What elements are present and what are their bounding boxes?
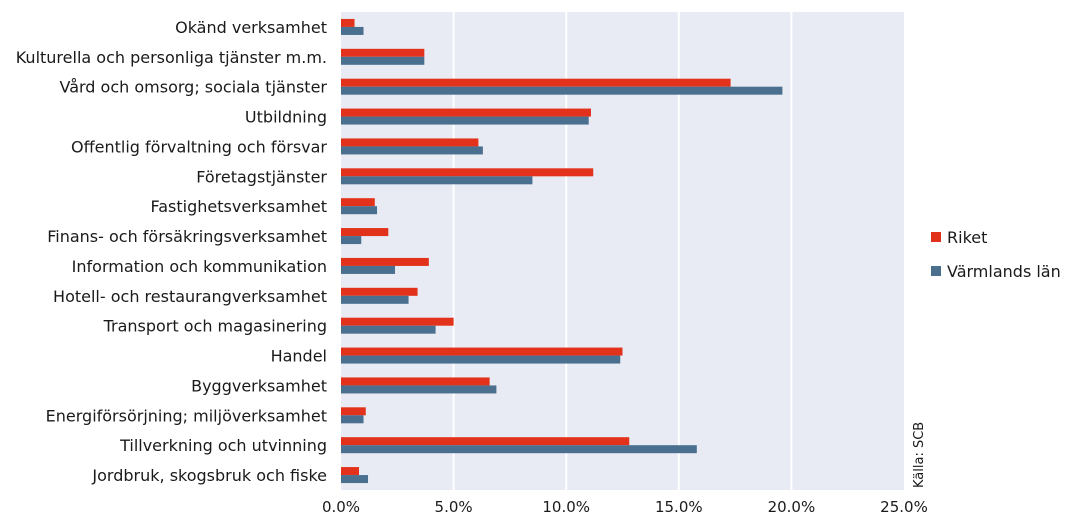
source-label: Källa: SCB — [912, 422, 927, 488]
legend-swatch — [931, 232, 941, 242]
legend: Riket Värmlands län — [931, 228, 1061, 281]
bar-riket — [341, 317, 454, 326]
bar-riket — [341, 407, 366, 416]
bar-varmland — [341, 445, 697, 454]
category-label: Okänd verksamhet — [175, 18, 327, 37]
category-label: Information och kommunikation — [72, 257, 327, 276]
bar-varmland — [341, 265, 396, 274]
bar-varmland — [341, 385, 497, 394]
bar-riket — [341, 287, 418, 296]
category-label: Offentlig förvaltning och försvar — [71, 137, 327, 156]
x-tick-label: 10.0% — [542, 498, 590, 516]
category-label: Finans- och försäkringsverksamhet — [47, 227, 327, 246]
bar-varmland — [341, 325, 436, 334]
category-label: Kulturella och personliga tjänster m.m. — [16, 48, 327, 67]
legend-swatch — [931, 266, 941, 276]
bar-riket — [341, 198, 375, 207]
bar-riket — [341, 138, 479, 147]
x-tick-label: 5.0% — [435, 498, 473, 516]
bar-riket — [341, 18, 355, 27]
category-label: Företagstjänster — [196, 167, 327, 186]
category-label: Vård och omsorg; sociala tjänster — [60, 78, 328, 97]
category-label: Byggverksamhet — [191, 376, 327, 395]
category-label: Hotell- och restaurangverksamhet — [53, 287, 327, 306]
category-label: Tillverkning och utvinning — [119, 436, 327, 455]
category-label: Utbildning — [245, 108, 327, 127]
x-tick-label: 25.0% — [880, 498, 928, 516]
category-label: Transport och magasinering — [103, 317, 327, 336]
bar-varmland — [341, 26, 364, 35]
x-tick-labels: 0.0% 5.0% 10.0% 15.0% 20.0% 25.0% — [322, 498, 928, 516]
bar-varmland — [341, 56, 425, 65]
category-label: Jordbruk, skogsbruk och fiske — [91, 466, 327, 485]
bars — [341, 18, 783, 484]
bar-riket — [341, 347, 623, 356]
bar-varmland — [341, 176, 533, 185]
bar-varmland — [341, 116, 589, 125]
bar-riket — [341, 108, 591, 117]
bar-riket — [341, 467, 360, 476]
legend-label: Riket — [947, 228, 987, 247]
bar-varmland — [341, 295, 409, 304]
bar-varmland — [341, 86, 783, 95]
x-tick-label: 0.0% — [322, 498, 360, 516]
bar-riket — [341, 437, 630, 446]
bar-varmland — [341, 236, 362, 245]
bar-varmland — [341, 146, 483, 155]
legend-label: Värmlands län — [947, 262, 1061, 281]
bar-varmland — [341, 475, 369, 484]
bar-riket — [341, 377, 490, 386]
bar-varmland — [341, 206, 378, 215]
x-tick-label: 15.0% — [655, 498, 703, 516]
bar-riket — [341, 228, 389, 237]
bar-varmland — [341, 355, 621, 364]
bar-varmland — [341, 415, 364, 424]
category-labels: Okänd verksamhet Kulturella och personlig… — [16, 18, 328, 485]
category-label: Fastighetsverksamhet — [151, 197, 327, 216]
x-tick-label: 20.0% — [768, 498, 816, 516]
category-label: Energiförsörjning; miljöverksamhet — [46, 406, 327, 425]
bar-riket — [341, 168, 594, 177]
bar-riket — [341, 48, 425, 57]
category-label: Handel — [271, 347, 327, 366]
bar-riket — [341, 78, 731, 87]
bar-riket — [341, 257, 429, 266]
